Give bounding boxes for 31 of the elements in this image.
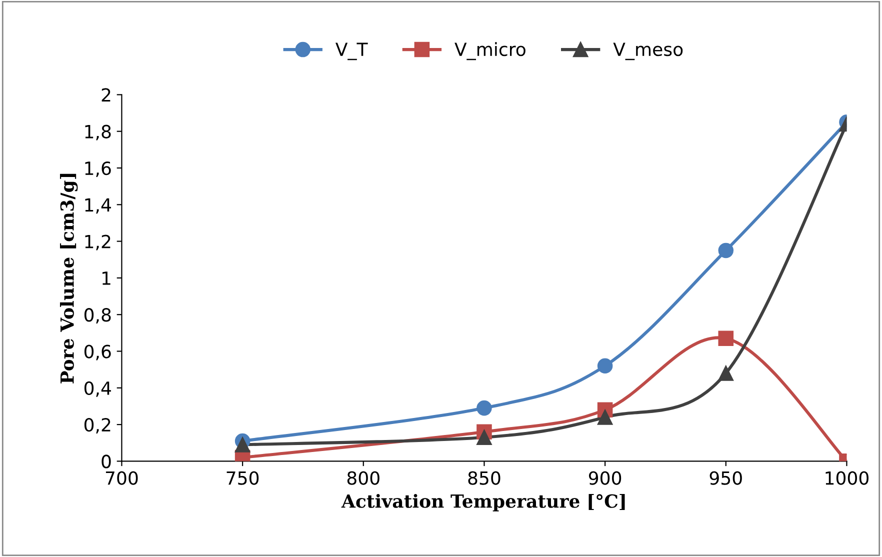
legend-label: V_meso [613, 42, 683, 60]
point [476, 400, 492, 416]
x-axis-title: Activation Temperature [°C] [341, 494, 625, 512]
point [597, 410, 613, 425]
point [718, 366, 734, 381]
x-tick-label: 800 [347, 471, 380, 485]
y-tick-label: 0 [102, 454, 111, 468]
y-tick-label: 0,6 [84, 344, 111, 360]
y-tick-label: 0,8 [84, 308, 111, 324]
y-tick-label: 1,6 [85, 161, 111, 177]
x-tick-label: 1000 [826, 471, 868, 485]
legend-label: V_T [336, 42, 368, 60]
y-tick-label: 1 [102, 272, 110, 285]
point [597, 358, 613, 374]
x-tick-label: 900 [588, 471, 622, 485]
point [476, 430, 492, 446]
point [718, 242, 734, 258]
x-tick-label: 850 [468, 471, 500, 485]
point [718, 330, 734, 346]
x-tick-label: 750 [226, 471, 259, 485]
point [234, 437, 250, 452]
legend-label: V_micro [454, 42, 526, 60]
y-tick-label: 2 [102, 88, 110, 102]
y-tick-label: 0,4 [84, 381, 111, 397]
x-tick-label: 950 [710, 471, 742, 485]
y-axis-title: Pore Volume [cm3/g] [60, 174, 78, 384]
y-tick-label: 1,4 [85, 198, 111, 214]
y-tick-label: 1,2 [85, 234, 110, 250]
y-tick-label: 0,2 [84, 418, 110, 434]
y-tick-label: 1,8 [85, 124, 111, 140]
x-tick-label: 700 [106, 471, 138, 485]
